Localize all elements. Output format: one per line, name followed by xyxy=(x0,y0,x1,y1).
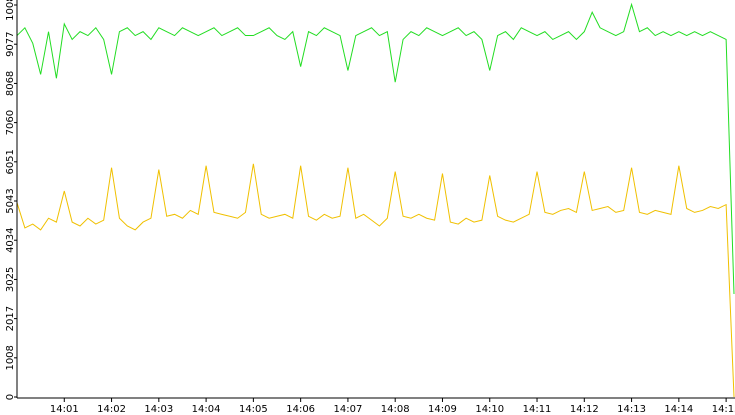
x-tick-label: 14:11 xyxy=(523,404,552,415)
x-tick-label: 14:13 xyxy=(617,404,646,415)
x-tick-label: 14:01 xyxy=(50,404,79,415)
y-tick-label: 9077 xyxy=(5,31,16,56)
y-tick-label: 3025 xyxy=(5,267,16,292)
x-tick-label: 14:09 xyxy=(428,404,457,415)
y-tick-label: 0 xyxy=(5,394,16,400)
y-tick-label: 5043 xyxy=(5,188,16,213)
y-tick-label: 7060 xyxy=(5,110,16,135)
y-tick-label: 6051 xyxy=(5,149,16,174)
series-line xyxy=(16,2,735,295)
x-tick-label: 14:07 xyxy=(334,404,363,415)
y-tick-label: 10086 xyxy=(5,0,16,21)
x-tick-label: 14:15 xyxy=(712,404,735,415)
x-tick-label: 14:02 xyxy=(97,404,126,415)
y-tick-label: 4034 xyxy=(5,227,16,252)
y-tick-label: 8068 xyxy=(5,71,16,96)
x-tick-label: 14:03 xyxy=(144,404,173,415)
x-tick-label: 14:08 xyxy=(381,404,410,415)
x-tick-label: 14:14 xyxy=(664,404,693,415)
series-line xyxy=(16,163,735,398)
x-tick-label: 14:10 xyxy=(475,404,504,415)
x-tick-label: 14:06 xyxy=(286,404,315,415)
y-tick-label: 2017 xyxy=(5,306,16,331)
y-tick-label: 1008 xyxy=(5,345,16,370)
x-tick-label: 14:12 xyxy=(570,404,599,415)
x-tick-label: 14:05 xyxy=(239,404,268,415)
x-tick-label: 14:04 xyxy=(192,404,221,415)
